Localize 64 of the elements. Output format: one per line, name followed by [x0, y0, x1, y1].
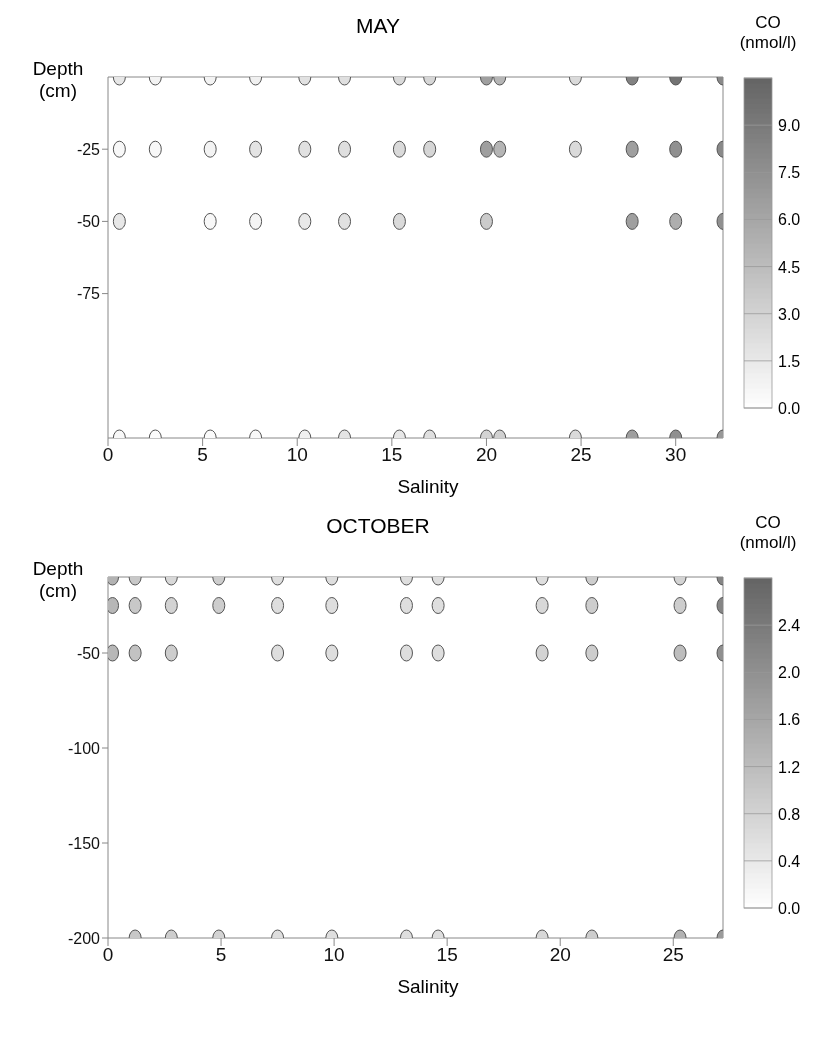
color-bar-title: CO (nmol/l): [739, 13, 797, 52]
color-bar-label: 2.4: [778, 617, 801, 635]
point: [249, 212, 263, 230]
color-bar-label: 0.0: [778, 900, 801, 917]
point: [298, 140, 312, 158]
point: [493, 140, 507, 158]
color-bar-label: 3.0: [778, 305, 801, 323]
point: [112, 140, 126, 158]
point: [203, 212, 217, 230]
color-bar-label: 0.8: [778, 805, 801, 823]
x-tick-label: 10: [323, 944, 345, 966]
color-bar-label: 2.0: [778, 664, 801, 682]
y-tick-label: -50: [76, 213, 101, 231]
y-tick-label: -50: [76, 644, 101, 662]
x-tick-label: 5: [197, 444, 208, 466]
y-tick-label: -100: [67, 739, 101, 757]
color-bar-label: 4.5: [778, 258, 801, 276]
x-tick-label: 20: [549, 944, 571, 966]
point: [568, 140, 582, 158]
point: [338, 140, 352, 158]
point: [479, 212, 493, 230]
point: [479, 140, 493, 158]
point: [148, 140, 162, 158]
x-tick-label: 15: [436, 944, 458, 966]
x-tick-label: 10: [286, 444, 308, 466]
point: [669, 140, 683, 158]
x-axis-title: Salinity: [396, 976, 460, 998]
point: [423, 140, 437, 158]
color-bar-label: 1.2: [778, 758, 801, 776]
y-tick-label: -150: [67, 834, 101, 852]
y-axis-title: Depth (cm): [31, 558, 85, 602]
point: [298, 212, 312, 230]
point: [249, 140, 263, 158]
color-bar-label: 1.5: [778, 352, 801, 370]
x-tick-label: 0: [102, 444, 114, 466]
point: [392, 212, 406, 230]
point: [625, 212, 639, 230]
x-axis-title: Salinity: [396, 476, 460, 498]
color-bar-label: 1.6: [778, 711, 801, 729]
x-tick-label: 20: [475, 444, 498, 466]
point: [669, 212, 683, 230]
x-tick-label: 25: [570, 444, 592, 466]
y-tick-label: -25: [76, 140, 101, 158]
point: [112, 212, 126, 230]
point: [338, 212, 352, 230]
color-bar-title: CO (nmol/l): [739, 513, 797, 552]
color-bar-label: 7.5: [778, 164, 801, 182]
y-tick-label: -200: [67, 929, 101, 947]
color-bar-label: 0.4: [778, 852, 801, 870]
y-axis-title: Depth (cm): [31, 58, 85, 102]
y-tick-label: -75: [76, 285, 101, 303]
color-bar-label: 9.0: [778, 117, 801, 135]
chart-title: OCTOBER: [326, 514, 430, 537]
point: [203, 140, 217, 158]
point: [625, 140, 639, 158]
x-tick-label: 5: [215, 944, 227, 966]
point: [392, 140, 406, 158]
color-bar-label: 0.0: [778, 400, 801, 417]
x-tick-label: 15: [381, 444, 403, 466]
x-tick-label: 0: [102, 944, 114, 966]
x-tick-label: 25: [662, 944, 684, 966]
chart-title: MAY: [356, 14, 400, 37]
color-bar-label: 6.0: [778, 211, 801, 229]
x-tick-label: 30: [665, 444, 687, 466]
